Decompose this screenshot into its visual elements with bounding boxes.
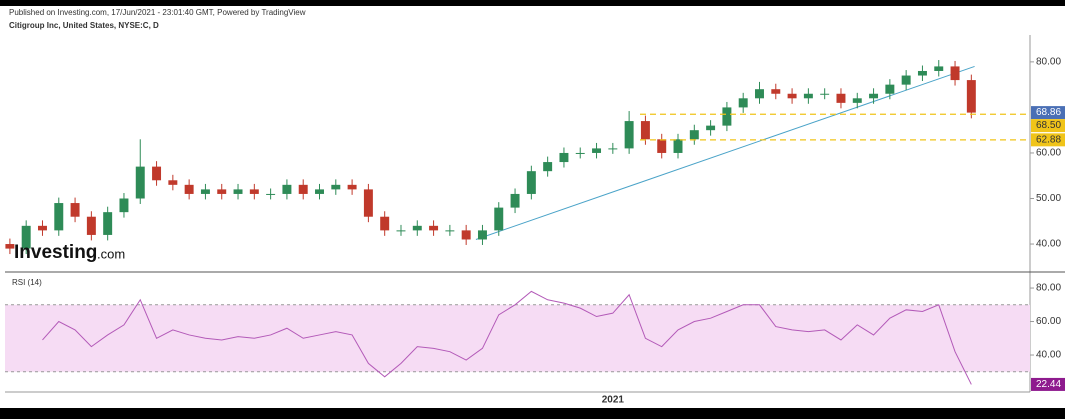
candle-body [575,152,585,154]
candle-body [869,93,879,99]
candle-body [755,89,764,99]
candle-body [119,198,129,213]
candle-body [689,130,699,140]
candle-body [429,225,439,231]
x-tick-label: 2021 [602,395,625,406]
candle-body [380,216,390,231]
y-tick-label: 60.00 [1036,148,1061,159]
candle-body [526,171,536,194]
candle-body [217,189,227,194]
candle-body [624,121,634,149]
y-tick-label: 80.00 [1036,283,1061,294]
candle-body [901,75,911,85]
rsi-last-label: 22.44 [1036,379,1061,390]
candle-body [477,230,487,240]
rsi-title: RSI (14) [12,278,42,287]
candle-body [266,193,276,195]
candle-body [103,212,113,235]
y-tick-label: 80.00 [1036,57,1061,68]
candle-body [510,193,520,208]
candle-body [966,80,976,113]
candle-body [86,216,96,235]
candle-body [706,125,716,131]
candle-body [559,152,569,163]
candle-body [363,189,373,217]
y-tick-label: 40.00 [1036,350,1061,361]
level-box [1031,119,1065,133]
last-price-label: 68.86 [1036,107,1061,118]
y-tick-label: 60.00 [1036,316,1061,327]
y-tick-label: 50.00 [1036,193,1061,204]
candle-body [347,184,357,190]
rsi-band [5,304,1030,372]
level-label: 62.88 [1036,134,1061,145]
candle-body [282,184,292,194]
candle-body [298,184,308,194]
candle-body [640,121,650,140]
candle-body [917,70,927,76]
candle-body [249,189,259,194]
candle-body [21,225,31,249]
candle-body [396,230,406,232]
symbol-title: Citigroup Inc, United States, NYSE:C, D [9,21,159,30]
candle-body [5,244,15,249]
trendline [475,65,975,240]
candle-body [461,230,471,240]
candle-body [70,203,80,217]
rsi-line [42,290,972,385]
candle-body [885,84,895,94]
candle-body [412,225,422,231]
candle-body [722,107,732,126]
candle-body [200,189,210,194]
candle-body [592,148,602,153]
candle-body [673,139,683,153]
level-box [1031,133,1065,147]
logo-suffix: .com [97,246,125,261]
candle-body [168,180,178,185]
candle-body [233,189,243,194]
candle-body [152,166,162,181]
candle-body [608,148,618,150]
candle-body [445,230,455,232]
candle-body [934,66,944,71]
candle-body [543,162,553,172]
candle-body [331,184,341,190]
candle-body [315,189,324,194]
candle-body [738,98,748,108]
candle-body [135,166,145,199]
candle-body [950,66,960,81]
candle-body [820,93,830,95]
candle-body [836,93,846,103]
logo: Investing [14,242,97,263]
candle-body [54,203,64,231]
y-tick-label: 40.00 [1036,239,1061,250]
marks: 40.00 50.00 60.00 80.00 2021 68.86 68.50 62.88 4… [5,57,1065,406]
candle-body [787,93,797,99]
candle-body [771,89,781,94]
candle-body [657,139,667,153]
candle-body [184,184,194,194]
candle-body [852,98,862,103]
rsi-last-box [1031,377,1065,391]
candle-body [37,225,47,231]
published-note: Published on Investing.com, 17/Jun/2021 … [9,8,306,17]
last-price-box [1031,106,1065,120]
candle-body [803,93,813,99]
level-label: 68.50 [1036,120,1061,131]
candle-body [494,207,504,231]
